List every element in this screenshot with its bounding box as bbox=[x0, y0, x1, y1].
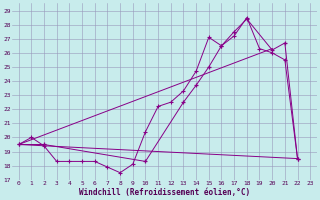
X-axis label: Windchill (Refroidissement éolien,°C): Windchill (Refroidissement éolien,°C) bbox=[79, 188, 250, 197]
